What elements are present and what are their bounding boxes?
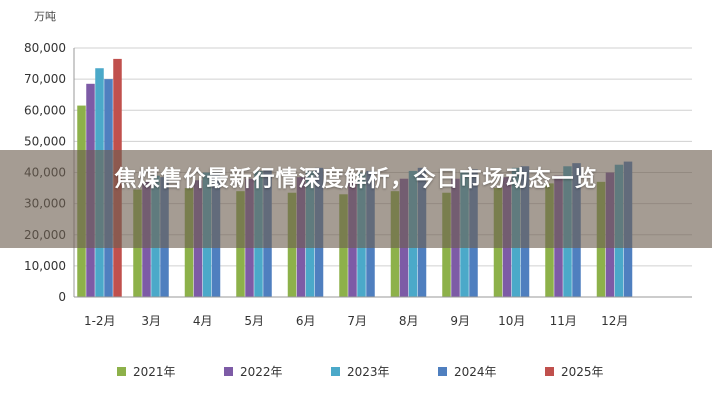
- legend-swatch: [224, 367, 233, 376]
- legend-swatch: [438, 367, 447, 376]
- title-overlay-band: [0, 150, 712, 248]
- legend-label: 2023年: [347, 365, 390, 379]
- y-tick-label: 0: [58, 290, 66, 304]
- x-tick-label: 12月: [601, 314, 628, 328]
- x-tick-label: 9月: [450, 314, 470, 328]
- overlay-title: 焦煤售价最新行情深度解析，今日市场动态一览: [114, 167, 598, 192]
- x-tick-label: 8月: [399, 314, 419, 328]
- legend-swatch: [117, 367, 126, 376]
- y-tick-label: 80,000: [24, 41, 66, 55]
- x-tick-label: 10月: [498, 314, 525, 328]
- x-tick-label: 6月: [296, 314, 316, 328]
- x-tick-label: 3月: [141, 314, 161, 328]
- x-tick-label: 4月: [193, 314, 213, 328]
- legend-label: 2025年: [561, 365, 604, 379]
- x-axis-ticks: 1-2月 3月 4月 5月 6月 7月 8月 9月 10月 11月 12月: [84, 314, 628, 328]
- y-tick-label: 50,000: [24, 134, 66, 148]
- legend: 2021年 2022年 2023年 2024年 2025年: [117, 365, 604, 379]
- legend-swatch: [331, 367, 340, 376]
- y-tick-label: 70,000: [24, 72, 66, 86]
- x-tick-label: 1-2月: [84, 314, 116, 328]
- x-tick-label: 7月: [347, 314, 367, 328]
- legend-label: 2024年: [454, 365, 497, 379]
- y-tick-label: 10,000: [24, 259, 66, 273]
- x-tick-label: 5月: [244, 314, 264, 328]
- y-tick-label: 60,000: [24, 103, 66, 117]
- legend-label: 2022年: [240, 365, 283, 379]
- x-tick-label: 11月: [550, 314, 577, 328]
- legend-label: 2021年: [133, 365, 176, 379]
- legend-swatch: [545, 367, 554, 376]
- y-axis-unit-label: 万吨: [34, 10, 56, 23]
